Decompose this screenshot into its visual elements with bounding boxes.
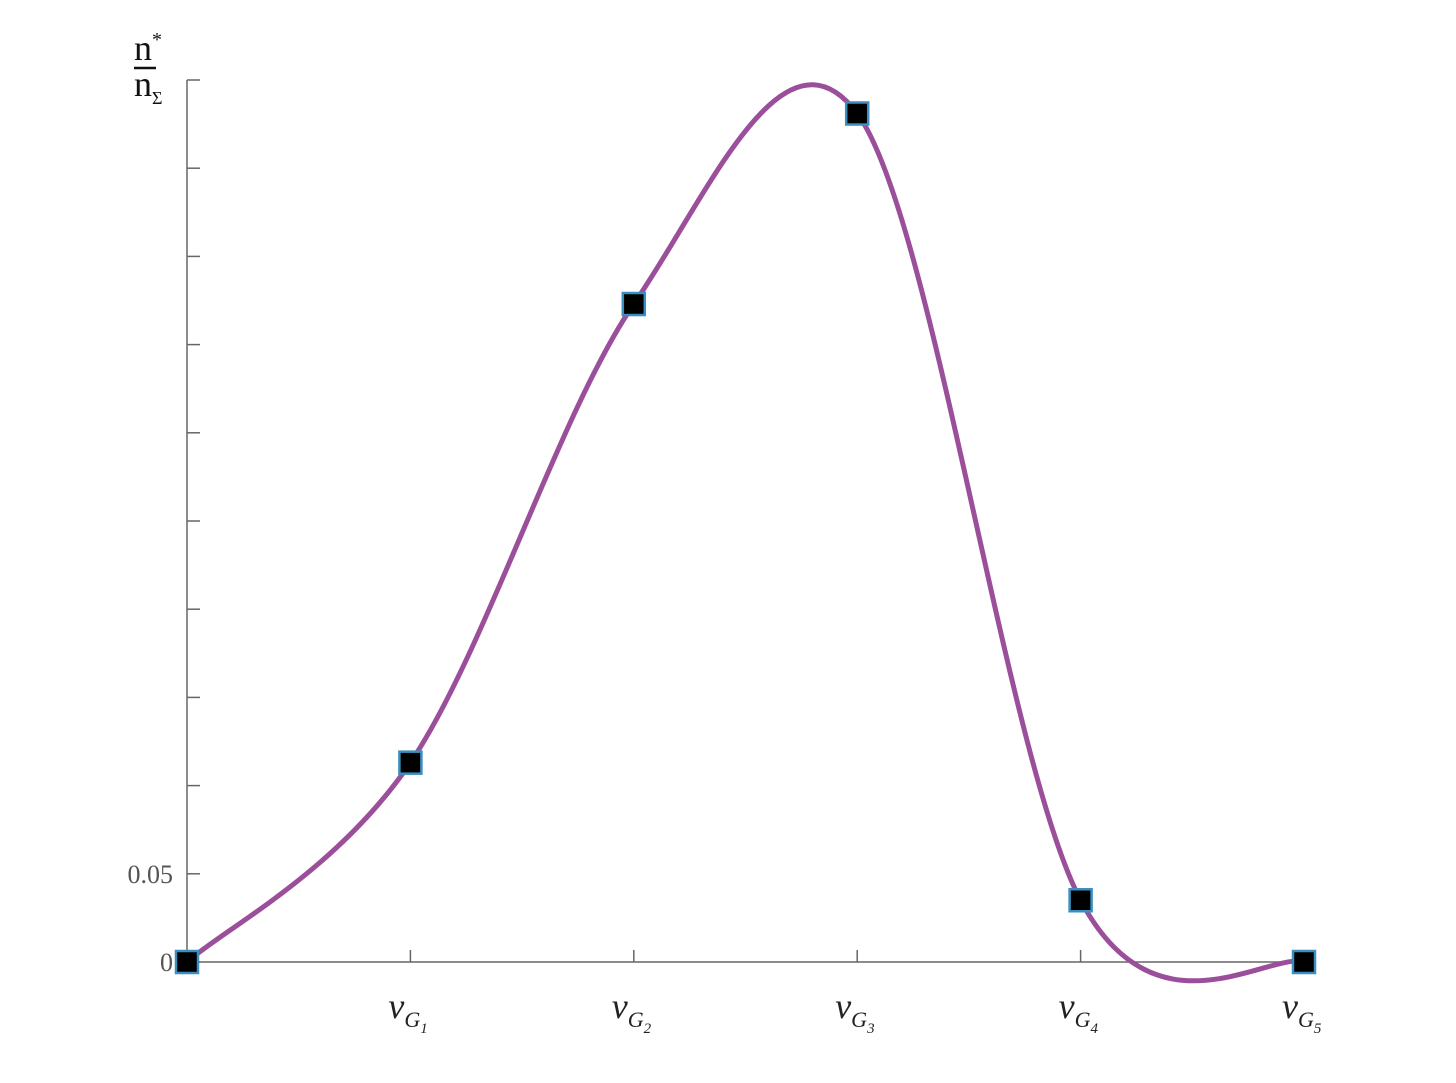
y-label-numerator: n* bbox=[134, 28, 162, 68]
y-tick-label: 0.05 bbox=[128, 860, 174, 889]
y-axis-label: n* nΣ bbox=[134, 28, 162, 108]
data-point bbox=[1068, 888, 1093, 913]
axes bbox=[186, 79, 1306, 963]
x-tick-label: vG2 bbox=[612, 986, 652, 1037]
series-line bbox=[185, 82, 1305, 984]
y-tick-label: 0 bbox=[160, 948, 173, 977]
x-tick-label: vG5 bbox=[1282, 986, 1322, 1037]
x-tick-label: vG4 bbox=[1059, 986, 1099, 1037]
data-point bbox=[174, 949, 200, 975]
y-label-denominator: nΣ bbox=[134, 64, 162, 108]
x-tick-label: vG3 bbox=[835, 986, 874, 1037]
x-tick-label: vG1 bbox=[388, 986, 427, 1037]
data-point bbox=[621, 291, 647, 317]
data-point bbox=[844, 101, 870, 126]
data-point bbox=[398, 750, 423, 775]
data-point bbox=[1291, 949, 1317, 975]
